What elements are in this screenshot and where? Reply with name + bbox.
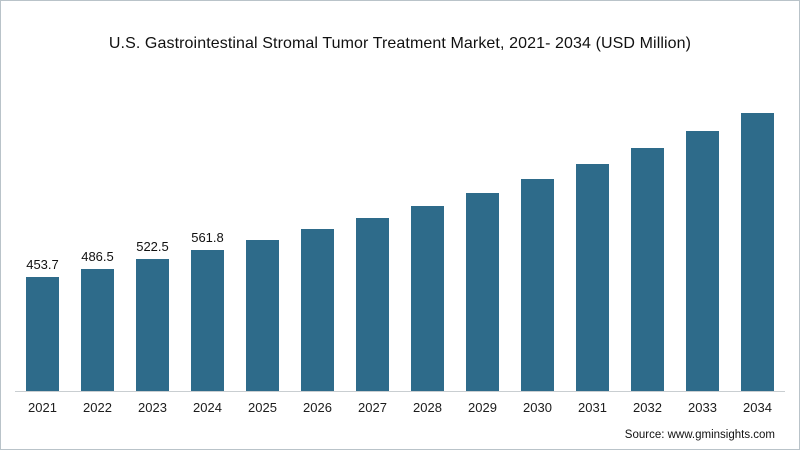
bar-item: 453.7 — [15, 99, 70, 391]
bar-item — [455, 99, 510, 391]
bar-value-label: 453.7 — [26, 256, 59, 272]
bar — [411, 205, 444, 391]
bar — [356, 217, 389, 391]
bar-chart: 453.7 486.5 522.5 561.8 2021 2022 2023 2024 202… — [15, 99, 785, 415]
bar-item — [345, 99, 400, 391]
x-axis-tick-label: 2022 — [83, 400, 112, 415]
bar — [521, 178, 554, 391]
bar-item — [730, 99, 785, 391]
bar-item: 486.5 — [70, 99, 125, 391]
bar — [301, 229, 334, 391]
bar-item — [620, 99, 675, 391]
bar — [576, 163, 609, 391]
bar-item — [675, 99, 730, 391]
bar-item — [510, 99, 565, 391]
x-axis-tick-label: 2029 — [468, 400, 497, 415]
bar — [246, 239, 279, 391]
x-axis-tick-label: 2021 — [28, 400, 57, 415]
bar — [741, 112, 774, 391]
x-axis-tick-label: 2027 — [358, 400, 387, 415]
x-axis-tick-label: 2031 — [578, 400, 607, 415]
bar-item — [235, 99, 290, 391]
bar — [136, 259, 169, 391]
bar-value-label: 561.8 — [191, 229, 224, 245]
bars-row: 453.7 486.5 522.5 561.8 — [15, 99, 785, 392]
bar — [81, 268, 114, 391]
bar — [686, 130, 719, 391]
x-axis-tick-label: 2024 — [193, 400, 222, 415]
source-attribution: Source: www.gminsights.com — [624, 429, 775, 441]
bar-item — [290, 99, 345, 391]
x-axis-tick-label: 2026 — [303, 400, 332, 415]
x-axis-tick-label: 2023 — [138, 400, 167, 415]
bar-item — [565, 99, 620, 391]
bar — [191, 249, 224, 391]
bar — [466, 192, 499, 391]
bar-item — [400, 99, 455, 391]
x-axis-tick-label: 2030 — [523, 400, 552, 415]
x-axis-tick-label: 2028 — [413, 400, 442, 415]
x-axis-tick-label: 2025 — [248, 400, 277, 415]
bar-value-label: 522.5 — [136, 239, 169, 255]
bar-item: 522.5 — [125, 99, 180, 391]
x-axis-tick-label: 2032 — [633, 400, 662, 415]
bar — [631, 148, 664, 391]
x-axis-tick-label: 2034 — [743, 400, 772, 415]
years-row: 2021 2022 2023 2024 2025 2026 2027 2028 2029 2030… — [15, 392, 785, 415]
chart-title: U.S. Gastrointestinal Stromal Tumor Trea… — [108, 35, 692, 52]
bar-item: 561.8 — [180, 99, 235, 391]
x-axis-tick-label: 2033 — [688, 400, 717, 415]
bar-value-label: 486.5 — [81, 248, 114, 264]
bar — [26, 276, 59, 391]
